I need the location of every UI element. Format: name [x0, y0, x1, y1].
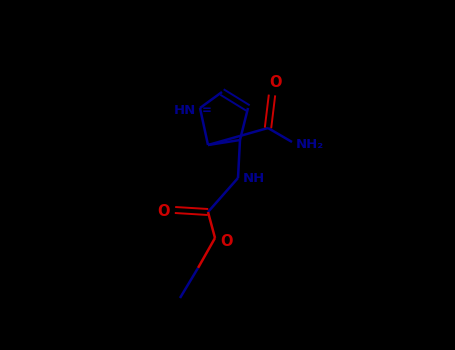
Text: O: O [157, 204, 170, 219]
Text: =: = [202, 104, 212, 117]
Text: NH: NH [243, 173, 265, 186]
Text: HN: HN [174, 104, 196, 117]
Text: O: O [220, 233, 233, 248]
Text: O: O [269, 75, 281, 90]
Text: NH₂: NH₂ [296, 138, 324, 150]
